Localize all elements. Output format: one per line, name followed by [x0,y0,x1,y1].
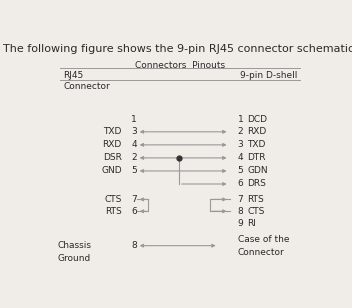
Text: 4: 4 [131,140,137,149]
Text: RTS: RTS [247,195,264,204]
Text: 9-pin D-shell: 9-pin D-shell [240,71,298,80]
Text: TXD: TXD [103,127,122,136]
Text: DRS: DRS [247,180,266,188]
Text: Ground: Ground [58,254,91,263]
Text: RTS: RTS [105,207,122,216]
Text: 7: 7 [238,195,244,204]
Text: DSR: DSR [103,153,122,162]
Text: 4: 4 [238,153,243,162]
Text: 5: 5 [131,166,137,176]
Text: 6: 6 [131,207,137,216]
Text: 3: 3 [238,140,244,149]
Text: DCD: DCD [247,116,267,124]
Text: 1: 1 [238,116,244,124]
Text: Chassis: Chassis [58,241,92,250]
Text: 1: 1 [131,116,137,124]
Text: RXD: RXD [247,127,266,136]
Text: GND: GND [101,166,122,176]
Text: 9: 9 [238,219,244,228]
Text: 2: 2 [238,127,243,136]
Text: 8: 8 [131,241,137,250]
Text: CTS: CTS [105,195,122,204]
Text: RXD: RXD [102,140,122,149]
Text: CTS: CTS [247,207,265,216]
Text: 5: 5 [238,166,244,176]
Text: Case of the: Case of the [238,234,289,244]
Text: RI: RI [247,219,256,228]
Text: DTR: DTR [247,153,266,162]
Text: GDN: GDN [247,166,268,176]
Text: 2: 2 [131,153,137,162]
Text: 3: 3 [131,127,137,136]
Text: Connector: Connector [238,248,284,257]
Text: TXD: TXD [247,140,266,149]
Text: 6: 6 [238,180,244,188]
Text: The following figure shows the 9-pin RJ45 connector schematic.: The following figure shows the 9-pin RJ4… [3,44,352,54]
Text: RJ45
Connector: RJ45 Connector [63,71,110,91]
Text: Connectors  Pinouts: Connectors Pinouts [135,61,226,70]
Text: 7: 7 [131,195,137,204]
Text: 8: 8 [238,207,244,216]
